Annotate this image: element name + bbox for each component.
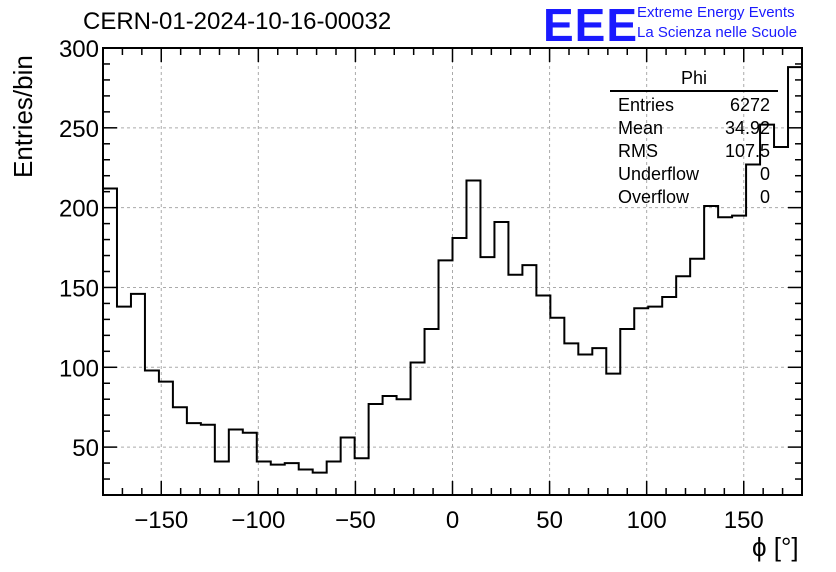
y-tick-label: 200: [59, 196, 99, 223]
logo-line-2: La Scienza nelle Scuole: [637, 24, 798, 41]
stats-value: 34.92: [724, 118, 770, 138]
stats-value: 6272: [729, 95, 770, 115]
x-tick-label: 50: [536, 507, 563, 534]
stats-value: 107.5: [724, 141, 770, 161]
plot-frame: [102, 47, 803, 496]
stats-row-mean: Mean 34.92: [610, 117, 778, 140]
stats-label: RMS: [618, 141, 658, 161]
stats-label: Underflow: [618, 164, 700, 184]
x-tick-label: −100: [231, 507, 285, 534]
stats-row-entries: Entries 6272: [610, 94, 778, 117]
x-tick-label: 100: [627, 507, 667, 534]
stats-label: Overflow: [618, 187, 690, 207]
x-tick-label: −150: [134, 507, 188, 534]
histogram-series: [102, 66, 803, 495]
stats-label: Entries: [618, 95, 675, 115]
y-tick-label: 150: [59, 275, 99, 302]
y-tick-label: 300: [59, 36, 99, 63]
x-tick-label: −50: [335, 507, 376, 534]
stats-value: 0: [759, 164, 770, 184]
y-tick-label: 250: [59, 116, 99, 143]
logo-line-1: Extreme Energy Events: [637, 4, 795, 21]
chart-title: CERN-01-2024-10-16-00032: [83, 8, 392, 35]
eee-logo: EEE: [543, 0, 639, 51]
stats-title: Phi: [610, 68, 778, 92]
stats-row-rms: RMS 107.5: [610, 140, 778, 163]
y-axis-label: Entries/bin: [8, 55, 38, 178]
stats-label: Mean: [618, 118, 664, 138]
y-tick-label: 50: [72, 435, 99, 462]
x-tick-label: 0: [446, 507, 459, 534]
stats-value: 0: [759, 187, 770, 207]
tick-labels: −150 −100 −50 0 50 100 150 50 100 150 200 250 300: [59, 36, 764, 534]
histogram-line: [102, 66, 803, 495]
y-tick-label: 100: [59, 355, 99, 382]
x-tick-label: 150: [724, 507, 764, 534]
stats-row-underflow: Underflow 0: [610, 163, 778, 186]
stats-row-overflow: Overflow 0: [610, 186, 778, 209]
stats-box: Phi Entries 6272 Mean 34.92 RMS 107.5 Un…: [610, 68, 778, 209]
x-axis-label: ϕ [°]: [752, 532, 799, 562]
